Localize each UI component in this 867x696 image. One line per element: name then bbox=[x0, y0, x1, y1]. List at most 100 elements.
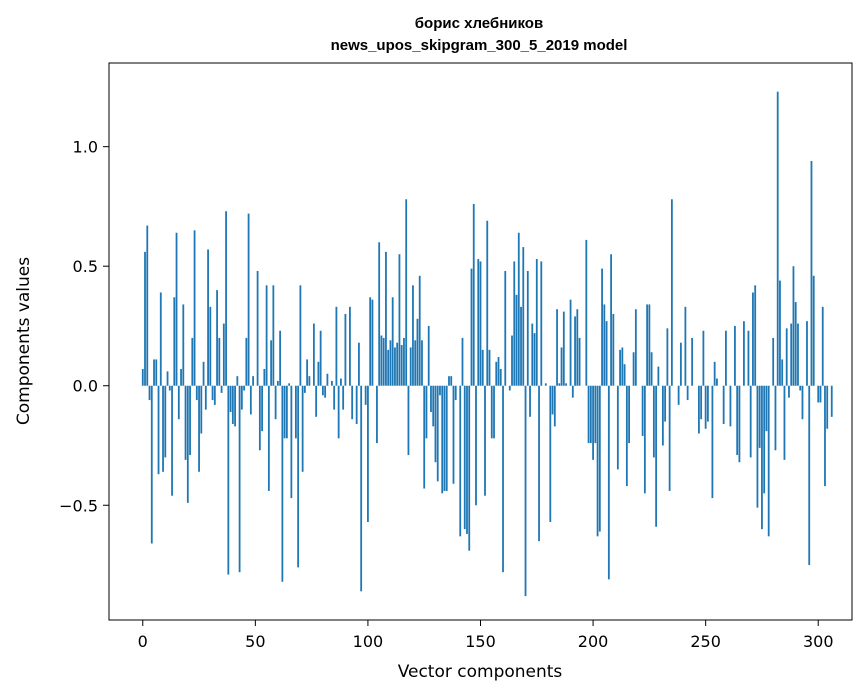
bar bbox=[524, 385, 527, 597]
bar bbox=[403, 337, 405, 386]
bar bbox=[425, 385, 428, 439]
bar bbox=[317, 361, 320, 386]
bar bbox=[376, 385, 378, 444]
chart-subtitle: news_upos_skipgram_300_5_2019 model bbox=[331, 37, 628, 54]
bar bbox=[623, 364, 626, 386]
bar bbox=[157, 385, 160, 475]
bar bbox=[184, 385, 187, 460]
bar bbox=[324, 385, 327, 398]
bar bbox=[249, 385, 252, 415]
bar bbox=[301, 385, 304, 472]
bar bbox=[263, 368, 266, 386]
bar bbox=[725, 330, 727, 386]
bar bbox=[274, 385, 277, 420]
bar bbox=[538, 385, 540, 542]
y-tick-label: 1.0 bbox=[73, 138, 98, 157]
bar bbox=[153, 359, 155, 386]
bar bbox=[511, 335, 513, 386]
bar bbox=[340, 378, 342, 386]
bar bbox=[632, 352, 635, 386]
bar bbox=[641, 385, 644, 436]
bar bbox=[258, 385, 261, 451]
bar bbox=[607, 385, 610, 580]
bar bbox=[398, 254, 401, 386]
bar bbox=[162, 385, 164, 472]
bar bbox=[646, 304, 649, 386]
bar bbox=[711, 385, 714, 499]
bar bbox=[297, 385, 300, 568]
bar bbox=[414, 340, 417, 386]
bar bbox=[351, 385, 354, 420]
bar bbox=[819, 385, 822, 403]
y-axis: −0.5 0.0 0.5 1.0 bbox=[59, 138, 109, 515]
bar bbox=[358, 342, 360, 386]
bar bbox=[189, 385, 191, 456]
bar bbox=[826, 385, 829, 429]
bar bbox=[526, 270, 529, 386]
bar bbox=[306, 359, 309, 386]
bar bbox=[276, 380, 279, 386]
bar bbox=[229, 385, 232, 413]
bar bbox=[412, 285, 414, 386]
bar bbox=[171, 385, 173, 496]
bar bbox=[441, 385, 444, 494]
bar bbox=[616, 385, 619, 470]
bar bbox=[598, 385, 601, 532]
bar bbox=[522, 247, 525, 386]
bar bbox=[589, 385, 592, 444]
bar bbox=[288, 383, 291, 386]
bar bbox=[193, 230, 196, 386]
bar bbox=[619, 349, 621, 386]
bar bbox=[380, 335, 383, 386]
bar bbox=[290, 385, 293, 499]
bar bbox=[400, 345, 403, 386]
bar bbox=[729, 385, 732, 427]
bar bbox=[625, 385, 628, 487]
bar bbox=[664, 385, 667, 422]
bar bbox=[661, 385, 664, 446]
bar bbox=[234, 385, 236, 427]
bar bbox=[657, 366, 660, 386]
bar bbox=[319, 330, 322, 386]
bar bbox=[148, 385, 151, 401]
x-axis-label: Vector components bbox=[398, 662, 563, 682]
bar bbox=[601, 268, 603, 386]
bar bbox=[560, 347, 563, 386]
bar bbox=[707, 385, 709, 422]
bar bbox=[281, 385, 284, 582]
x-tick-label: 200 bbox=[578, 632, 609, 651]
bar bbox=[824, 385, 826, 487]
bar bbox=[499, 368, 502, 386]
bar bbox=[272, 285, 275, 386]
bar bbox=[758, 385, 761, 448]
bar bbox=[364, 385, 367, 405]
bar bbox=[182, 304, 185, 386]
bar bbox=[207, 249, 209, 386]
bar bbox=[736, 385, 739, 456]
bar bbox=[247, 213, 250, 386]
bar bbox=[331, 380, 333, 386]
bar bbox=[531, 323, 534, 386]
bar bbox=[529, 385, 531, 417]
bar bbox=[698, 385, 700, 434]
bar bbox=[558, 383, 561, 386]
bar bbox=[355, 385, 358, 424]
bar bbox=[767, 385, 770, 537]
bar bbox=[799, 385, 802, 391]
x-tick-label: 50 bbox=[245, 632, 265, 651]
bar bbox=[781, 359, 784, 386]
y-tick-label: 0.0 bbox=[73, 377, 98, 396]
bars-group bbox=[141, 91, 833, 597]
bar bbox=[394, 347, 396, 386]
bar bbox=[265, 285, 268, 386]
bar bbox=[144, 251, 146, 386]
bar bbox=[299, 285, 302, 386]
bar bbox=[335, 306, 338, 386]
bar bbox=[821, 306, 824, 386]
bar bbox=[191, 337, 194, 386]
bar bbox=[634, 309, 637, 386]
bar bbox=[454, 385, 457, 401]
bar bbox=[549, 385, 552, 522]
bar bbox=[562, 311, 565, 386]
bar bbox=[479, 261, 482, 386]
